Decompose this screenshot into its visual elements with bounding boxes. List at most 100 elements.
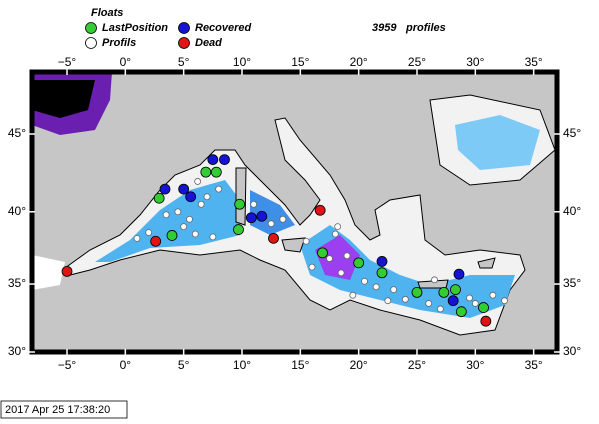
float-marker	[455, 306, 467, 318]
float-marker	[478, 302, 489, 313]
lon-label: 35°	[525, 55, 543, 69]
float-marker	[191, 230, 199, 238]
basemap	[32, 72, 557, 352]
float-marker	[453, 268, 465, 280]
legend-swatch	[85, 22, 97, 34]
float-marker	[153, 192, 165, 204]
float-marker	[219, 154, 230, 165]
lon-label: 0°	[120, 358, 132, 372]
float-marker	[210, 166, 222, 178]
float-marker	[133, 234, 141, 242]
float-marker	[233, 224, 244, 235]
float-marker	[203, 193, 211, 201]
legend: Floats LastPosition Recovered Profils Dead	[85, 7, 252, 49]
cyprus	[477, 257, 496, 269]
float-marker	[326, 255, 333, 262]
float-marker	[411, 287, 423, 298]
float-marker	[431, 276, 438, 284]
lon-label: 0°	[120, 55, 132, 69]
lon-label: −5°	[58, 55, 77, 69]
float-marker	[501, 297, 508, 305]
biscay-deep	[32, 80, 95, 118]
lon-label: 15°	[291, 55, 309, 69]
float-marker	[162, 211, 170, 219]
float-marker	[471, 300, 479, 307]
legend-title: Floats	[91, 7, 123, 19]
float-marker	[425, 300, 433, 307]
lat-label: 40°	[8, 204, 26, 218]
legend-swatch	[178, 22, 190, 34]
lon-label: 10°	[233, 55, 251, 69]
corsica-sardinia	[235, 167, 247, 226]
lon-label: 15°	[291, 358, 309, 372]
sicily	[281, 237, 306, 253]
lat-label: 30°	[563, 344, 581, 358]
float-marker	[174, 208, 182, 216]
float-marker	[438, 287, 450, 298]
float-marker	[268, 232, 279, 244]
ionian-deep	[315, 235, 360, 280]
float-marker	[376, 256, 388, 267]
float-marker	[466, 294, 473, 302]
lat-label: 45°	[563, 126, 581, 140]
lat-label: 40°	[563, 204, 581, 218]
float-marker	[215, 185, 223, 193]
lon-label: 5°	[178, 358, 190, 372]
float-marker	[489, 291, 497, 299]
legend-swatch	[85, 37, 97, 49]
float-marker	[447, 295, 459, 307]
float-marker	[317, 247, 328, 259]
float-marker	[353, 257, 365, 269]
lon-label: 30°	[466, 55, 484, 69]
legend-label: LastPosition	[102, 22, 168, 34]
lon-label: 30°	[466, 358, 484, 372]
lat-label: 45°	[8, 126, 26, 140]
float-marker	[331, 230, 339, 238]
legend-label: Dead	[195, 37, 222, 49]
float-marker	[256, 210, 268, 222]
float-marker	[166, 230, 178, 241]
lon-label: 25°	[408, 358, 426, 372]
float-marker	[384, 297, 392, 305]
float-marker	[436, 305, 444, 313]
float-marker	[61, 265, 73, 277]
float-marker	[200, 166, 212, 178]
lat-label: 35°	[563, 276, 581, 290]
float-marker	[376, 267, 388, 279]
profile-unit: profiles	[405, 22, 446, 34]
float-marker	[267, 220, 275, 228]
float-marker	[197, 200, 205, 208]
float-marker	[334, 223, 342, 231]
float-marker	[250, 200, 258, 208]
float-marker	[194, 178, 202, 185]
timestamp: 2017 Apr 25 17:38:20	[5, 404, 110, 416]
float-marker	[337, 269, 345, 277]
lon-label: 25°	[408, 55, 426, 69]
profile-count: 3959	[372, 22, 397, 34]
legend-swatch	[178, 37, 190, 49]
float-marker	[390, 286, 398, 294]
float-marker	[186, 215, 193, 223]
lon-label: −5°	[58, 358, 77, 372]
float-marker	[178, 183, 190, 195]
float-marker	[314, 204, 326, 216]
float-marker	[302, 237, 310, 245]
float-marker	[150, 235, 162, 247]
timestamp-box	[0, 400, 128, 419]
float-marker	[234, 198, 246, 210]
float-marker	[480, 315, 492, 327]
float-marker	[159, 183, 171, 195]
lat-label: 35°	[8, 276, 26, 290]
float-marker	[145, 229, 153, 236]
lon-label: 5°	[178, 55, 190, 69]
black-sea-deep	[455, 115, 540, 170]
float-marker	[245, 212, 257, 224]
float-marker	[180, 223, 188, 231]
legend-label: Recovered	[195, 22, 252, 34]
float-marker	[401, 295, 409, 303]
float-marker	[209, 233, 217, 241]
atlantic	[32, 255, 65, 290]
lat-label: 30°	[8, 344, 26, 358]
lon-label: 20°	[350, 55, 368, 69]
